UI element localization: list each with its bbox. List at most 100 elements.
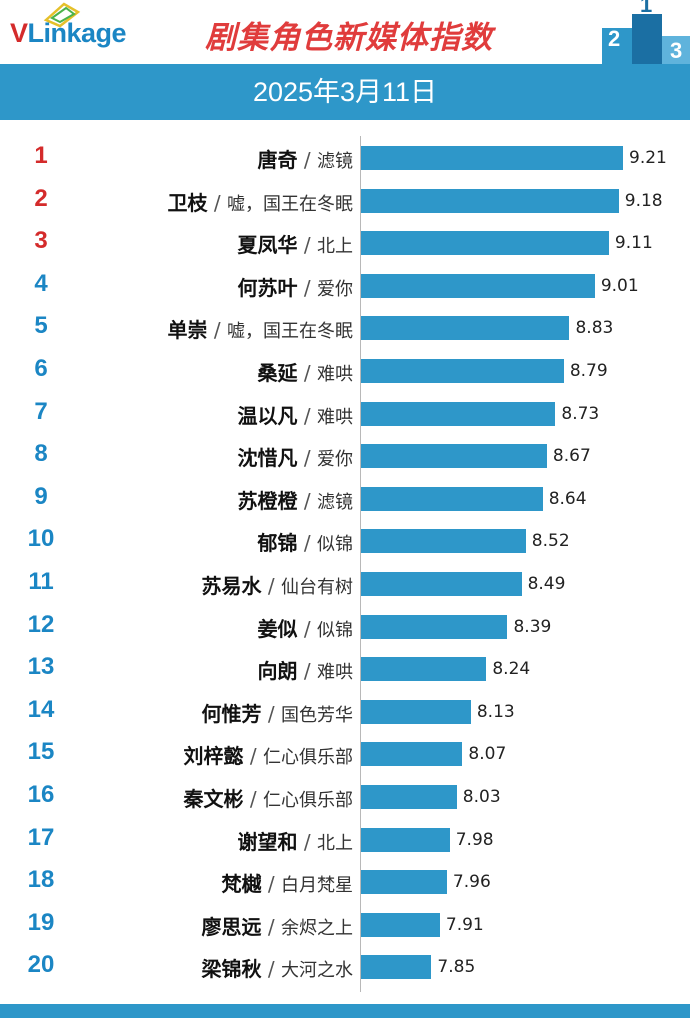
label-separator: / [207,190,227,215]
category-label: 姜似 / 似锦 [258,613,353,642]
drama-title: 白月梵星 [281,875,353,897]
chart-row: 11 苏易水 / 仙台有树 8.49 [0,562,690,604]
bar [361,912,440,937]
bar [361,444,547,469]
character-name: 唐奇 [257,148,298,172]
character-name: 郁锦 [257,531,298,556]
label-separator: / [297,446,317,471]
data-label: 8.64 [548,488,587,509]
drama-title: 难哄 [317,662,353,684]
date-banner: 2025年3月11日 [0,64,690,120]
category-label: 夏凤华 / 北上 [238,229,353,258]
bar [361,742,463,767]
date-label: 2025年3月11日 [252,77,438,107]
label-separator: / [297,616,317,641]
rank-number: 10 [27,525,55,553]
category-label: 秦文彬 / 仁心俱乐部 [184,783,353,812]
chart-row: 7 温以凡 / 难哄 8.73 [0,392,690,434]
character-name: 廖思远 [201,914,262,939]
rank-number: 8 [34,440,48,468]
chart-row: 18 梵樾 / 白月梵星 7.96 [0,860,690,902]
character-name: 桑延 [257,361,298,385]
drama-title: 嘘，国王在冬眠 [227,321,353,343]
rank-number: 20 [27,951,55,979]
bar [361,870,447,895]
character-name: 刘梓懿 [183,744,244,769]
bar [361,529,526,554]
bar [361,827,450,852]
data-label: 7.98 [455,829,494,850]
drama-title: 滤镜 [317,491,353,513]
category-label: 苏易水 / 仙台有树 [202,570,353,599]
character-name: 秦文彬 [183,787,244,811]
drama-title: 国色芳华 [281,704,353,726]
category-label: 温以凡 / 难哄 [238,400,353,429]
chart-row: 5 单崇 / 嘘，国王在冬眠 8.83 [0,306,690,348]
data-label: 7.91 [445,914,484,935]
rank-number: 7 [34,397,48,425]
rank-number: 5 [34,312,48,340]
rank-number: 3 [34,227,48,255]
rank-number: 12 [27,610,55,638]
character-name: 沈惜凡 [237,446,298,471]
logo-mark-icon [43,2,81,28]
character-name: 何苏叶 [237,275,298,300]
label-separator: / [207,318,227,343]
category-label: 廖思远 / 余烬之上 [202,911,353,940]
bar [361,657,487,682]
label-separator: / [261,957,281,982]
category-label: 何苏叶 / 爱你 [238,272,353,301]
label-separator: / [243,744,263,769]
character-name: 何惟芳 [201,701,262,726]
category-label: 向朗 / 难哄 [258,655,353,684]
character-name: 梁锦秋 [201,957,262,982]
podium-icon: 2 1 3 [602,0,690,64]
chart-row: 12 姜似 / 似锦 8.39 [0,605,690,647]
chart-row: 16 秦文彬 / 仁心俱乐部 8.03 [0,775,690,817]
chart-row: 13 向朗 / 难哄 8.24 [0,647,690,689]
category-label: 唐奇 / 滤镜 [258,144,353,173]
category-label: 卫枝 / 嘘，国王在冬眠 [168,187,353,216]
category-label: 谢望和 / 北上 [238,826,353,855]
chart-row: 2 卫枝 / 嘘，国王在冬眠 9.18 [0,179,690,221]
drama-title: 余烬之上 [281,917,353,939]
data-label: 8.24 [492,659,531,680]
drama-title: 似锦 [317,619,353,641]
podium-label-3: 3 [670,38,682,63]
rank-number: 11 [28,568,54,595]
character-name: 苏易水 [201,574,262,598]
category-label: 何惟芳 / 国色芳华 [202,698,353,727]
chart-axis-line [360,136,361,992]
character-name: 夏凤华 [237,233,298,258]
category-label: 桑延 / 难哄 [258,357,353,386]
category-label: 刘梓懿 / 仁心俱乐部 [184,740,353,769]
label-separator: / [261,574,281,598]
label-separator: / [297,829,317,854]
bar [361,614,508,639]
ranking-chart: 1 唐奇 / 滤镜 9.21 2 卫枝 / 嘘，国王在冬眠 9.18 3 夏凤华 / 北上 9.… [0,136,690,996]
label-separator: / [297,531,317,556]
category-label: 梵樾 / 白月梵星 [222,868,353,897]
category-label: 郁锦 / 似锦 [258,527,353,556]
rank-number: 15 [27,738,55,766]
data-label: 9.11 [614,233,653,254]
character-name: 向朗 [257,659,298,684]
drama-title: 爱你 [317,449,353,471]
data-label: 9.01 [600,275,639,296]
label-separator: / [261,701,281,726]
bar [361,316,570,341]
data-label: 8.52 [531,531,570,552]
data-label: 8.39 [513,616,552,637]
bar [361,699,471,724]
label-separator: / [297,233,317,258]
drama-title: 似锦 [317,534,353,556]
drama-title: 仁心俱乐部 [263,747,353,769]
rank-number: 2 [34,184,48,212]
rank-number: 1 [34,142,48,169]
data-label: 8.13 [476,701,515,722]
drama-title: 仙台有树 [281,577,353,598]
data-label: 8.79 [569,361,608,381]
character-name: 温以凡 [237,403,298,428]
data-label: 8.49 [527,574,566,594]
rank-number: 18 [27,866,55,894]
